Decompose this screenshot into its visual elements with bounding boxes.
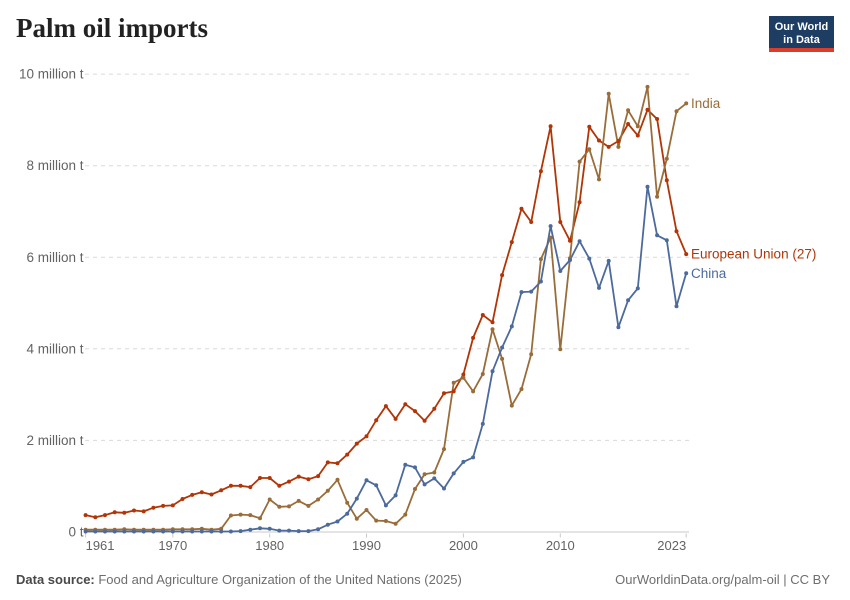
svg-text:2010: 2010: [546, 538, 575, 553]
svg-text:2 million t: 2 million t: [26, 433, 83, 448]
svg-text:1990: 1990: [352, 538, 381, 553]
svg-text:4 million t: 4 million t: [26, 341, 83, 356]
svg-text:1961: 1961: [86, 538, 115, 553]
svg-text:6 million t: 6 million t: [26, 250, 83, 265]
svg-text:European Union (27): European Union (27): [691, 247, 816, 262]
svg-text:0 t: 0 t: [68, 525, 83, 540]
svg-text:10 million t: 10 million t: [19, 67, 84, 82]
svg-text:2000: 2000: [449, 538, 478, 553]
svg-text:India: India: [691, 96, 721, 111]
svg-text:1980: 1980: [255, 538, 284, 553]
svg-text:8 million t: 8 million t: [26, 158, 83, 173]
svg-text:China: China: [691, 266, 727, 281]
svg-text:2023: 2023: [657, 538, 686, 553]
svg-text:1970: 1970: [158, 538, 187, 553]
